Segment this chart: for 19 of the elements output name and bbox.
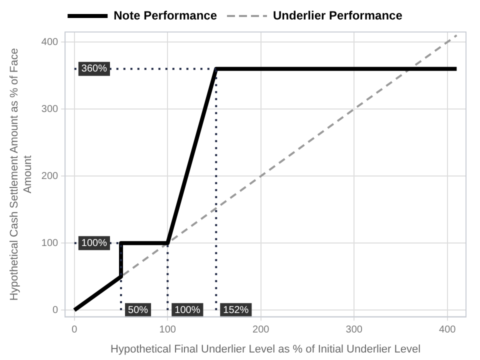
ref-line-label: 152% <box>223 304 249 316</box>
x-tick-label: 0 <box>72 324 78 336</box>
x-axis-title: Hypothetical Final Underlier Level as % of Initial Underlier Level <box>110 343 421 356</box>
ref-line-label: 100% <box>174 304 200 316</box>
y-tick-label: 300 <box>41 104 59 115</box>
y-tick-label: 100 <box>41 238 59 249</box>
x-tick-label: 300 <box>346 324 363 336</box>
ref-line-label: 100% <box>81 238 108 249</box>
legend-label: Underlier Performance <box>272 8 403 22</box>
y-tick-label: 0 <box>52 304 59 316</box>
ref-line-label: 50% <box>128 304 148 316</box>
x-tick-label: 400 <box>439 324 456 336</box>
ref-line-label: 360% <box>81 64 108 75</box>
x-tick-label: 100 <box>159 324 176 336</box>
y-tick-label: 200 <box>41 170 59 182</box>
legend-label: Note Performance <box>114 8 218 22</box>
x-tick-label: 200 <box>252 324 270 336</box>
y-tick-label: 400 <box>41 36 59 48</box>
y-axis-title: Hypothetical Cash Settlement Amount as % of Face Amount <box>8 48 34 301</box>
